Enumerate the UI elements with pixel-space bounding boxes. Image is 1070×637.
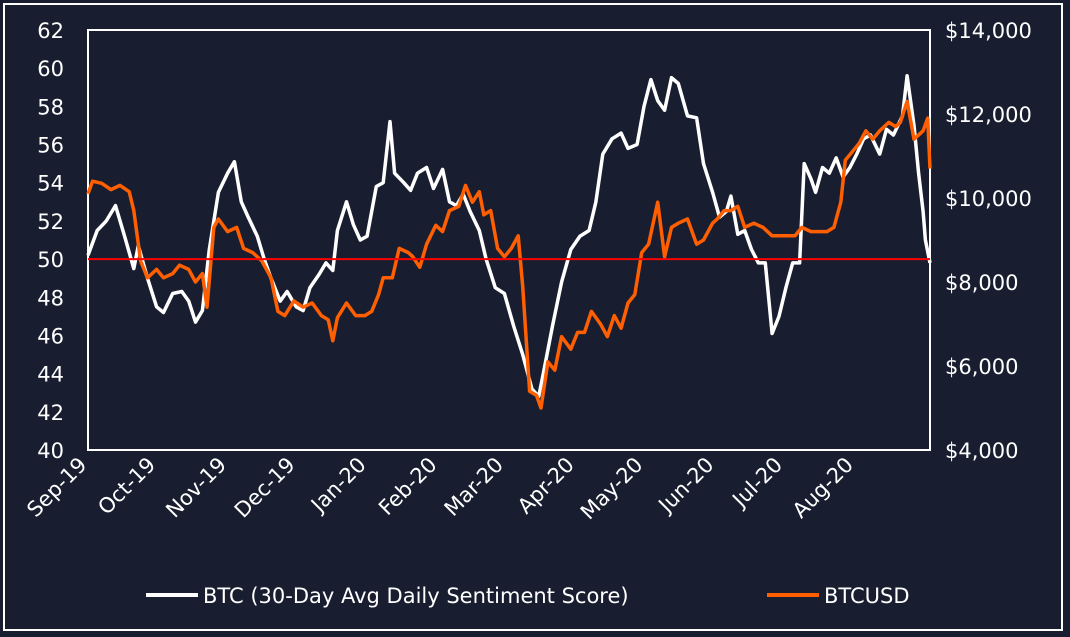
x-tick-label: Aug-20: [788, 453, 858, 523]
left-tick-label: 62: [37, 19, 64, 43]
x-tick-label: Dec-19: [230, 453, 300, 523]
left-tick-label: 50: [37, 248, 64, 272]
x-tick-label: Jan-20: [305, 453, 371, 519]
right-tick-label: $6,000: [945, 355, 1018, 379]
x-tick-label: Jun-20: [653, 453, 719, 519]
btcusd-line: [86, 99, 932, 410]
x-tick-label: Oct-19: [93, 453, 160, 520]
left-axis-ticks: 40 42 44 46 48 50 52 54 56 58 60 62: [37, 19, 64, 463]
x-tick-label: May-20: [576, 453, 648, 525]
x-tick-label: Jul-20: [727, 453, 788, 514]
left-tick-label: 56: [37, 134, 64, 158]
sentiment-line: [86, 74, 932, 399]
legend-label-sentiment: BTC (30-Day Avg Daily Sentiment Score): [203, 584, 629, 608]
plot-area: [87, 29, 931, 451]
series-lines: [86, 74, 932, 410]
left-tick-label: 48: [37, 286, 64, 310]
left-tick-label: 52: [37, 210, 64, 234]
left-tick-label: 42: [37, 401, 64, 425]
x-tick-label: Mar-20: [440, 453, 508, 521]
left-tick-label: 58: [37, 95, 64, 119]
left-tick-label: 44: [37, 363, 64, 387]
left-tick-label: 40: [37, 439, 64, 463]
right-tick-label: $14,000: [945, 19, 1032, 43]
right-tick-label: $4,000: [945, 439, 1018, 463]
right-tick-label: $8,000: [945, 271, 1018, 295]
left-tick-label: 54: [37, 172, 64, 196]
legend-label-btcusd: BTCUSD: [824, 584, 910, 608]
x-tick-label: Apr-20: [513, 453, 579, 519]
right-tick-label: $10,000: [945, 187, 1032, 211]
right-tick-label: $12,000: [945, 103, 1032, 127]
legend: BTC (30-Day Avg Daily Sentiment Score) B…: [146, 584, 910, 608]
left-tick-label: 60: [37, 57, 64, 81]
left-tick-label: 46: [37, 324, 64, 348]
right-axis-ticks: $4,000 $6,000 $8,000 $10,000 $12,000 $14,000: [945, 19, 1032, 463]
x-tick-label: Feb-20: [374, 453, 442, 521]
x-tick-label: Nov-19: [161, 453, 231, 523]
chart-frame: [3, 3, 1063, 631]
